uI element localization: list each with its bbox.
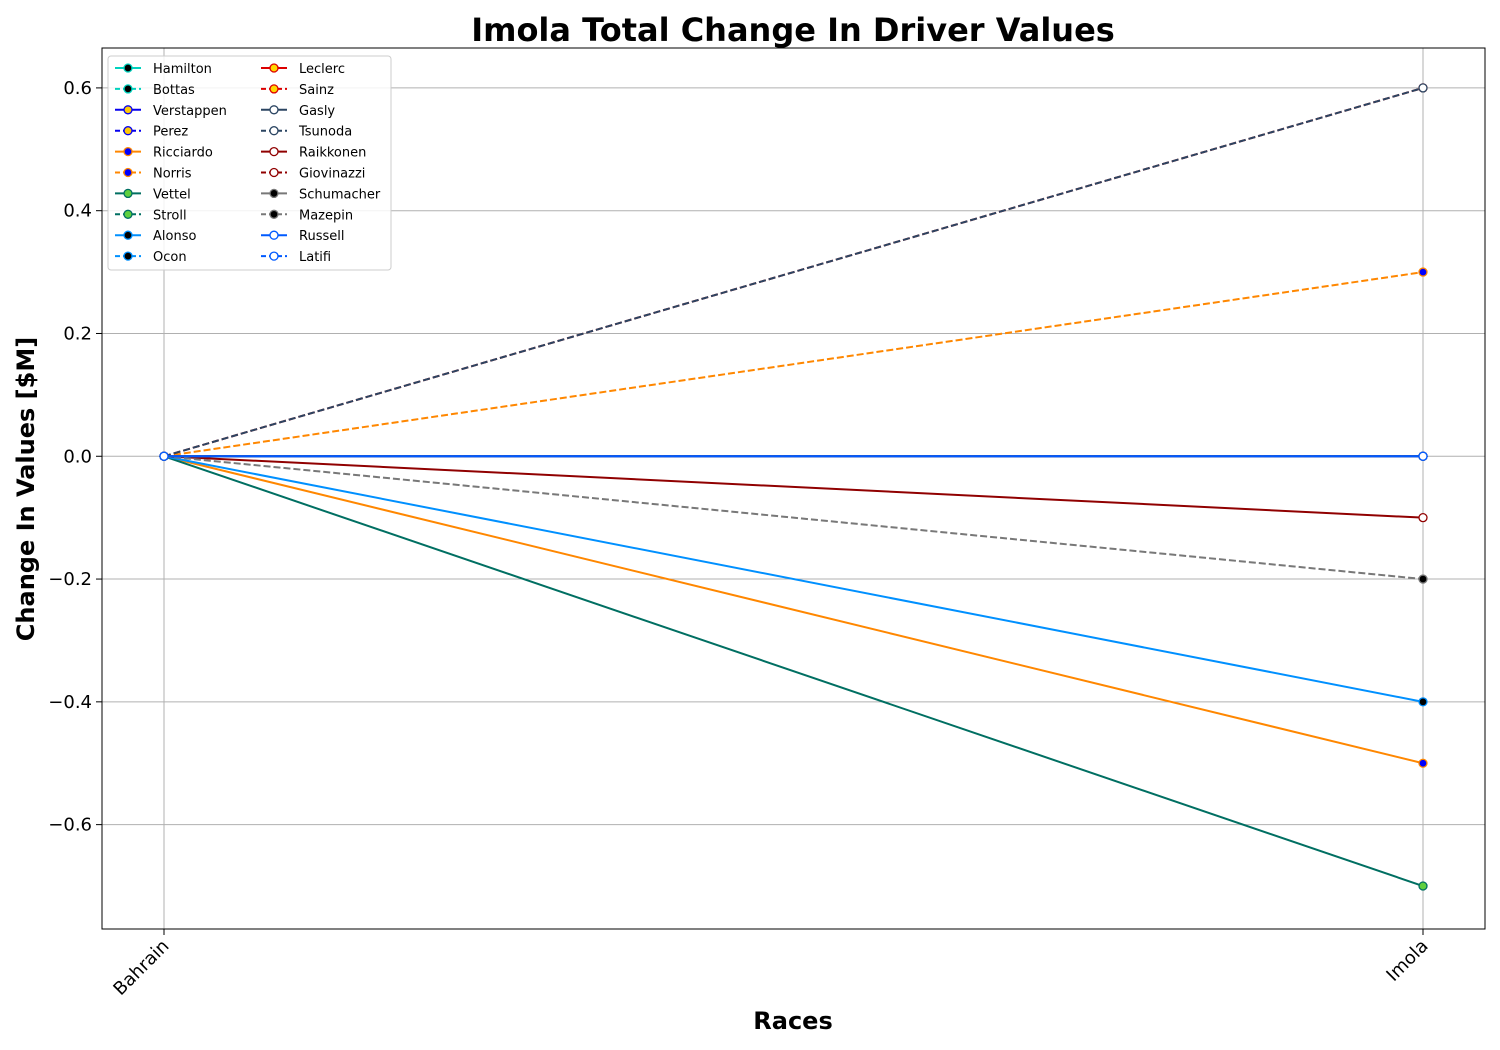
legend-item-bottas: Bottas bbox=[115, 83, 195, 98]
legend-swatch-marker bbox=[269, 146, 279, 157]
legend-label: Perez bbox=[153, 125, 188, 140]
legend-label: Verstappen bbox=[153, 104, 227, 119]
legend-item-latifi: Latifi bbox=[261, 250, 331, 265]
legend-item-norris: Norris bbox=[115, 167, 192, 182]
y-tick-label: −0.6 bbox=[48, 815, 92, 836]
legend-swatch-marker bbox=[123, 188, 133, 199]
data-point-mazepin bbox=[1418, 574, 1428, 584]
legend-item-verstappen: Verstappen bbox=[115, 104, 227, 119]
legend-label: Latifi bbox=[299, 250, 331, 265]
legend-item-tsunoda: Tsunoda bbox=[261, 125, 352, 140]
legend-item-perez: Perez bbox=[115, 125, 188, 140]
legend-label: Schumacher bbox=[299, 187, 381, 202]
y-tick-label: −0.2 bbox=[48, 569, 92, 590]
legend-label: Stroll bbox=[153, 208, 187, 223]
legend-label: Russell bbox=[299, 229, 344, 244]
legend-label: Mazepin bbox=[299, 208, 353, 223]
legend-item-vettel: Vettel bbox=[115, 187, 191, 202]
series-line-ricciardo bbox=[163, 455, 1424, 765]
series-line-vettel bbox=[163, 455, 1424, 887]
legend-label: Leclerc bbox=[299, 62, 345, 77]
legend-label: Alonso bbox=[153, 229, 196, 244]
data-point-latifi bbox=[159, 451, 169, 461]
legend-swatch-marker bbox=[123, 105, 133, 115]
legend-item-leclerc: Leclerc bbox=[261, 62, 345, 77]
y-tick-label: 0.0 bbox=[63, 446, 92, 467]
legend-swatch-marker bbox=[269, 105, 279, 115]
legend-item-alonso: Alonso bbox=[115, 229, 196, 244]
legend-swatch-marker bbox=[269, 126, 279, 136]
series-lines bbox=[163, 86, 1424, 887]
series-line-tsunoda bbox=[163, 86, 1424, 458]
legend-item-raikkonen: Raikkonen bbox=[261, 146, 366, 161]
series-line-alonso bbox=[163, 455, 1424, 703]
data-point-latifi bbox=[1418, 451, 1428, 461]
legend-label: Gasly bbox=[299, 104, 335, 119]
legend-label: Tsunoda bbox=[298, 125, 352, 140]
y-tick-label: −0.4 bbox=[48, 692, 92, 713]
y-tick-label: 0.2 bbox=[63, 323, 92, 344]
data-point-norris bbox=[1418, 267, 1428, 277]
series-markers bbox=[159, 83, 1428, 891]
legend-swatch-marker bbox=[123, 63, 133, 73]
legend-swatch-marker bbox=[269, 188, 279, 199]
x-axis-ticks: Bahrain Imola bbox=[109, 929, 1433, 1000]
legend-label: Norris bbox=[153, 167, 192, 182]
legend-label: Ricciardo bbox=[153, 146, 213, 161]
legend-box bbox=[107, 55, 392, 271]
legend-item-sainz: Sainz bbox=[261, 83, 334, 98]
x-tick-label: Imola bbox=[1382, 936, 1432, 986]
y-tick-label: 0.4 bbox=[63, 201, 92, 222]
legend-label: Giovinazzi bbox=[299, 167, 365, 182]
legend-item-giovinazzi: Giovinazzi bbox=[261, 167, 365, 182]
legend-swatch-marker bbox=[269, 251, 279, 261]
data-point-tsunoda bbox=[1418, 83, 1428, 93]
legend-item-mazepin: Mazepin bbox=[261, 208, 353, 223]
legend-item-stroll: Stroll bbox=[115, 208, 187, 223]
legend-item-schumacher: Schumacher bbox=[261, 187, 381, 202]
legend-label: Ocon bbox=[153, 250, 187, 265]
legend-label: Sainz bbox=[299, 83, 334, 98]
plot-frame bbox=[101, 47, 1486, 930]
legend-item-russell: Russell bbox=[261, 229, 344, 244]
legend-swatch-marker bbox=[269, 63, 279, 73]
legend-swatch-marker bbox=[123, 84, 133, 94]
legend-swatch-marker bbox=[269, 84, 279, 94]
y-axis-label: Change In Values [$M] bbox=[12, 337, 40, 641]
x-axis-label: Races bbox=[753, 1007, 832, 1035]
legend-label: Bottas bbox=[153, 83, 195, 98]
legend-swatch-marker bbox=[123, 167, 133, 178]
legend-label: Vettel bbox=[153, 187, 191, 202]
legend-swatch-marker bbox=[123, 126, 133, 136]
legend-item-hamilton: Hamilton bbox=[115, 62, 212, 77]
legend-swatch-marker bbox=[123, 146, 133, 157]
legend-item-gasly: Gasly bbox=[261, 104, 335, 119]
legend-swatch-marker bbox=[269, 167, 279, 178]
data-point-vettel bbox=[1418, 881, 1428, 891]
legend-swatch-marker bbox=[123, 209, 133, 219]
legend-swatch-marker bbox=[269, 230, 279, 240]
data-point-ricciardo bbox=[1418, 758, 1428, 768]
y-tick-label: 0.6 bbox=[63, 78, 92, 99]
legend-item-ocon: Ocon bbox=[115, 250, 187, 265]
series-line-raikkonen bbox=[163, 455, 1424, 519]
series-line-mazepin bbox=[163, 455, 1424, 581]
legend-swatch-marker bbox=[123, 230, 133, 240]
legend-swatch-marker bbox=[123, 251, 133, 261]
chart-title: Imola Total Change In Driver Values bbox=[471, 11, 1115, 49]
legend-item-ricciardo: Ricciardo bbox=[115, 146, 213, 161]
x-tick-label: Bahrain bbox=[109, 936, 173, 1000]
series-line-norris bbox=[163, 271, 1424, 458]
data-point-alonso bbox=[1418, 697, 1428, 707]
legend-label: Hamilton bbox=[153, 62, 212, 77]
y-axis-ticks: −0.6 −0.4 −0.2 0.0 0.2 0.4 0.6 bbox=[48, 78, 102, 836]
legend: Hamilton Bottas Verstappen Perez Ricciardo No… bbox=[107, 55, 392, 271]
legend-swatch-marker bbox=[269, 209, 279, 219]
legend-label: Raikkonen bbox=[299, 146, 366, 161]
data-point-raikkonen bbox=[1418, 513, 1428, 523]
